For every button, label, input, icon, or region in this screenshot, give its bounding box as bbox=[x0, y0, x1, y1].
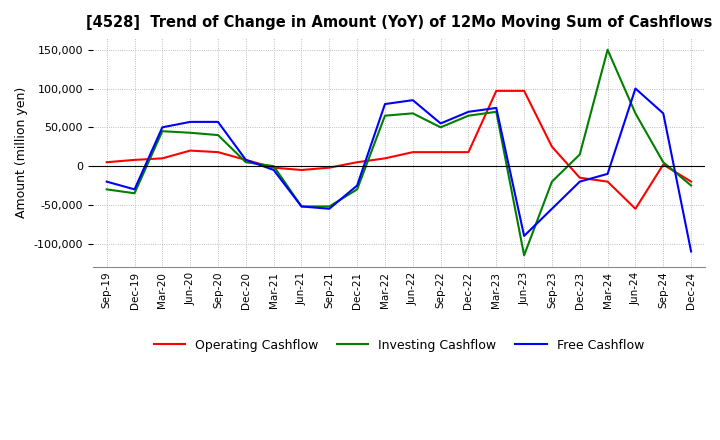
Operating Cashflow bbox=[631, 206, 640, 211]
Free Cashflow bbox=[603, 171, 612, 176]
Operating Cashflow bbox=[130, 157, 139, 162]
Operating Cashflow bbox=[353, 160, 361, 165]
Investing Cashflow bbox=[520, 253, 528, 258]
Free Cashflow bbox=[186, 119, 194, 125]
Investing Cashflow bbox=[325, 204, 333, 209]
Investing Cashflow bbox=[464, 113, 473, 118]
Free Cashflow bbox=[464, 109, 473, 114]
Y-axis label: Amount (million yen): Amount (million yen) bbox=[15, 87, 28, 218]
Line: Free Cashflow: Free Cashflow bbox=[107, 88, 691, 251]
Investing Cashflow bbox=[603, 47, 612, 52]
Free Cashflow bbox=[297, 204, 306, 209]
Investing Cashflow bbox=[130, 191, 139, 196]
Free Cashflow bbox=[436, 121, 445, 126]
Investing Cashflow bbox=[158, 128, 166, 134]
Free Cashflow bbox=[158, 125, 166, 130]
Operating Cashflow bbox=[158, 156, 166, 161]
Legend: Operating Cashflow, Investing Cashflow, Free Cashflow: Operating Cashflow, Investing Cashflow, … bbox=[149, 334, 649, 357]
Operating Cashflow bbox=[659, 162, 667, 167]
Free Cashflow bbox=[381, 101, 390, 106]
Investing Cashflow bbox=[381, 113, 390, 118]
Investing Cashflow bbox=[297, 204, 306, 209]
Free Cashflow bbox=[325, 206, 333, 211]
Investing Cashflow bbox=[408, 111, 417, 116]
Free Cashflow bbox=[520, 233, 528, 238]
Operating Cashflow bbox=[408, 150, 417, 155]
Free Cashflow bbox=[659, 111, 667, 116]
Free Cashflow bbox=[631, 86, 640, 91]
Title: [4528]  Trend of Change in Amount (YoY) of 12Mo Moving Sum of Cashflows: [4528] Trend of Change in Amount (YoY) o… bbox=[86, 15, 712, 30]
Line: Investing Cashflow: Investing Cashflow bbox=[107, 50, 691, 255]
Investing Cashflow bbox=[186, 130, 194, 136]
Operating Cashflow bbox=[687, 179, 696, 184]
Operating Cashflow bbox=[186, 148, 194, 153]
Investing Cashflow bbox=[241, 160, 250, 165]
Free Cashflow bbox=[214, 119, 222, 125]
Operating Cashflow bbox=[520, 88, 528, 94]
Operating Cashflow bbox=[102, 160, 111, 165]
Line: Operating Cashflow: Operating Cashflow bbox=[107, 91, 691, 209]
Investing Cashflow bbox=[492, 109, 500, 114]
Free Cashflow bbox=[575, 179, 584, 184]
Operating Cashflow bbox=[603, 179, 612, 184]
Free Cashflow bbox=[269, 167, 278, 172]
Operating Cashflow bbox=[214, 150, 222, 155]
Investing Cashflow bbox=[214, 132, 222, 138]
Operating Cashflow bbox=[548, 144, 557, 149]
Free Cashflow bbox=[353, 183, 361, 188]
Operating Cashflow bbox=[575, 175, 584, 180]
Operating Cashflow bbox=[492, 88, 500, 94]
Free Cashflow bbox=[492, 105, 500, 110]
Investing Cashflow bbox=[687, 183, 696, 188]
Investing Cashflow bbox=[548, 179, 557, 184]
Investing Cashflow bbox=[436, 125, 445, 130]
Operating Cashflow bbox=[325, 165, 333, 170]
Free Cashflow bbox=[130, 187, 139, 192]
Investing Cashflow bbox=[631, 111, 640, 116]
Free Cashflow bbox=[687, 249, 696, 254]
Investing Cashflow bbox=[659, 160, 667, 165]
Operating Cashflow bbox=[241, 157, 250, 162]
Operating Cashflow bbox=[464, 150, 473, 155]
Operating Cashflow bbox=[436, 150, 445, 155]
Investing Cashflow bbox=[353, 187, 361, 192]
Free Cashflow bbox=[102, 179, 111, 184]
Operating Cashflow bbox=[269, 165, 278, 170]
Operating Cashflow bbox=[297, 167, 306, 172]
Investing Cashflow bbox=[575, 152, 584, 157]
Free Cashflow bbox=[408, 98, 417, 103]
Investing Cashflow bbox=[269, 164, 278, 169]
Operating Cashflow bbox=[381, 156, 390, 161]
Investing Cashflow bbox=[102, 187, 111, 192]
Free Cashflow bbox=[548, 206, 557, 211]
Free Cashflow bbox=[241, 157, 250, 162]
